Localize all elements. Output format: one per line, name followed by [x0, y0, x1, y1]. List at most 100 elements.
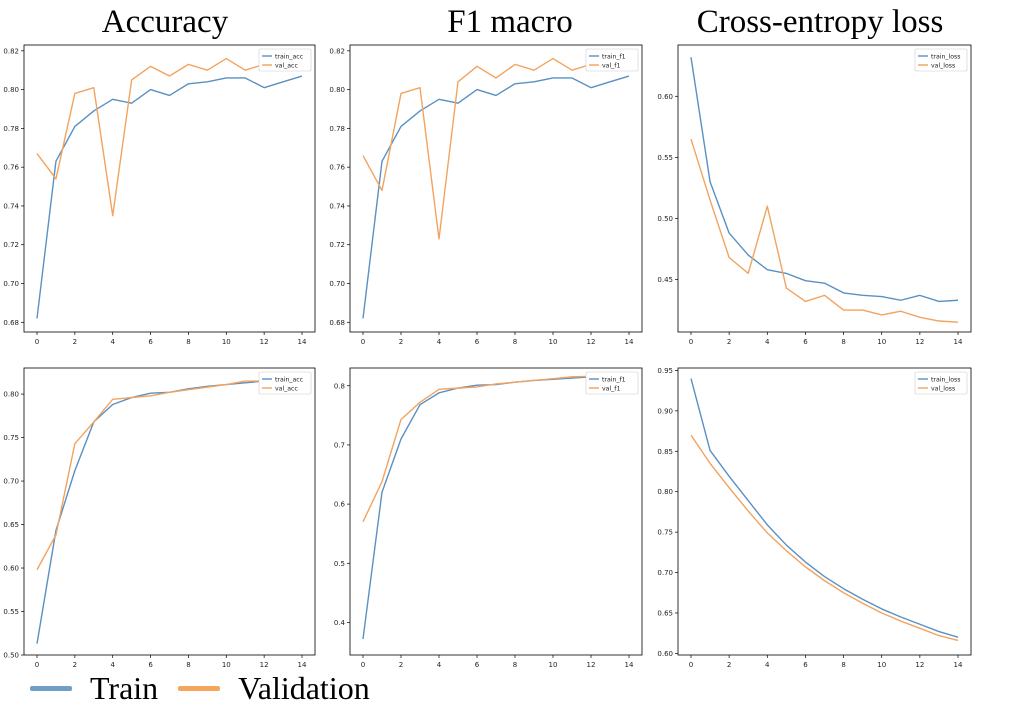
x-tick-label: 10 — [222, 661, 231, 669]
x-tick-label: 6 — [148, 661, 153, 669]
x-tick-label: 6 — [475, 661, 480, 669]
y-tick-label: 0.85 — [657, 448, 673, 456]
y-tick-label: 0.80 — [3, 86, 19, 94]
legend-label-val_loss: val_loss — [931, 62, 955, 69]
y-tick-label: 0.70 — [329, 280, 345, 288]
y-tick-label: 0.76 — [3, 164, 19, 172]
x-tick-label: 4 — [437, 338, 442, 346]
column-title-cross-entropy-loss: Cross-entropy loss — [696, 4, 944, 40]
legend-label-train_loss: train_loss — [931, 53, 960, 60]
x-tick-label: 14 — [625, 338, 634, 346]
y-tick-label: 0.82 — [329, 47, 345, 55]
series-line-val_acc — [36, 377, 303, 571]
x-tick-label: 8 — [841, 661, 845, 669]
x-tick-label: 10 — [877, 338, 886, 346]
x-tick-label: 10 — [222, 338, 231, 346]
y-tick-label: 0.70 — [657, 569, 673, 577]
y-tick-label: 0.68 — [3, 319, 19, 327]
validation-legend-label: Validation — [238, 670, 370, 706]
legend-label-val_loss: val_loss — [931, 385, 955, 392]
x-tick-label: 2 — [727, 338, 731, 346]
x-tick-label: 6 — [148, 338, 153, 346]
x-tick-label: 2 — [399, 661, 403, 669]
x-tick-label: 0 — [689, 661, 693, 669]
x-tick-label: 6 — [475, 338, 480, 346]
legend-label-val_f1: val_f1 — [602, 385, 620, 392]
y-tick-label: 0.5 — [334, 560, 345, 568]
column-title-f1-macro: F1 macro — [447, 4, 573, 40]
series-line-train_loss — [690, 57, 959, 303]
y-tick-label: 0.82 — [3, 47, 19, 55]
y-tick-label: 0.74 — [329, 202, 345, 210]
y-tick-label: 0.75 — [3, 434, 19, 442]
train-legend-swatch — [30, 686, 72, 691]
chart-panel-bottom-middle: 0 2 4 6 8 10 12 14 0.4 0.5 0.6 0.7 0.8 train_f1 val_f1 — [334, 367, 643, 669]
x-tick-label: 2 — [399, 338, 403, 346]
legend-label-train_f1: train_f1 — [602, 53, 626, 60]
x-tick-label: 4 — [437, 661, 442, 669]
validation-legend-swatch — [178, 686, 221, 691]
y-tick-label: 0.60 — [657, 650, 673, 658]
axes-frame — [349, 367, 643, 656]
series-line-train_loss — [690, 378, 959, 638]
x-tick-label: 4 — [765, 338, 770, 346]
y-tick-label: 0.72 — [3, 241, 19, 249]
series-line-val_loss — [690, 434, 959, 642]
chart-panel-top-left: 0 2 4 6 8 10 12 14 0.68 0.70 0.72 0.74 0.76 0.78 0.80 0… — [3, 44, 316, 346]
chart-panel-top-middle: 0 2 4 6 8 10 12 14 0.68 0.70 0.72 0.74 0.76 0.78 0.80 0… — [329, 44, 643, 346]
y-tick-label: 0.55 — [657, 154, 673, 162]
y-tick-label: 0.7 — [334, 441, 345, 449]
footer-legend: Train Validation — [30, 670, 370, 707]
y-tick-label: 0.80 — [329, 86, 345, 94]
x-tick-label: 4 — [110, 338, 115, 346]
x-tick-label: 14 — [954, 661, 963, 669]
series-line-val_loss — [690, 138, 959, 323]
y-tick-label: 0.68 — [329, 319, 345, 327]
y-tick-label: 0.74 — [3, 202, 19, 210]
x-tick-label: 8 — [513, 338, 517, 346]
y-tick-label: 0.78 — [329, 125, 345, 133]
x-tick-label: 8 — [841, 338, 845, 346]
x-tick-label: 6 — [803, 661, 808, 669]
x-tick-label: 4 — [765, 661, 770, 669]
y-tick-label: 0.6 — [334, 501, 346, 509]
series-line-train_acc — [36, 75, 303, 319]
x-tick-label: 12 — [915, 661, 924, 669]
y-tick-label: 0.90 — [657, 407, 673, 415]
x-tick-label: 10 — [549, 338, 558, 346]
y-tick-label: 0.80 — [3, 391, 19, 399]
axes-frame — [23, 44, 316, 333]
x-tick-label: 6 — [803, 338, 808, 346]
y-tick-label: 0.8 — [334, 382, 345, 390]
chart-panel-bottom-right: 0 2 4 6 8 10 12 14 0.60 0.65 0.70 0.75 0.80 0.85 0.90 0… — [657, 367, 972, 669]
series-line-train_f1 — [362, 75, 630, 319]
legend-label-train_loss: train_loss — [931, 376, 960, 383]
y-tick-label: 0.75 — [657, 529, 673, 537]
chart-panel-top-right: 0 2 4 6 8 10 12 14 0.45 0.50 0.55 0.60 train_lossval… — [657, 44, 972, 346]
x-tick-label: 8 — [186, 661, 190, 669]
legend-label-val_acc: val_acc — [275, 385, 298, 392]
x-tick-label: 12 — [260, 661, 269, 669]
x-tick-label: 0 — [361, 661, 365, 669]
x-tick-label: 2 — [73, 661, 77, 669]
y-tick-label: 0.4 — [334, 619, 346, 627]
y-tick-label: 0.60 — [3, 565, 19, 573]
series-line-val_f1 — [362, 374, 630, 523]
y-tick-label: 0.55 — [3, 608, 19, 616]
y-tick-label: 0.50 — [3, 652, 19, 660]
x-tick-label: 12 — [587, 661, 596, 669]
axes-frame — [677, 44, 972, 333]
legend-label-train_f1: train_f1 — [602, 376, 626, 383]
y-tick-label: 0.80 — [657, 488, 673, 496]
x-tick-label: 14 — [625, 661, 634, 669]
y-tick-label: 0.76 — [329, 164, 345, 172]
axes-frame — [349, 44, 643, 333]
x-tick-label: 0 — [689, 338, 693, 346]
y-tick-label: 0.78 — [3, 125, 19, 133]
x-tick-label: 14 — [954, 338, 963, 346]
y-tick-label: 0.70 — [3, 280, 19, 288]
train-legend-label: Train — [90, 670, 159, 706]
axes-frame — [677, 367, 972, 656]
y-tick-label: 0.45 — [657, 276, 673, 284]
